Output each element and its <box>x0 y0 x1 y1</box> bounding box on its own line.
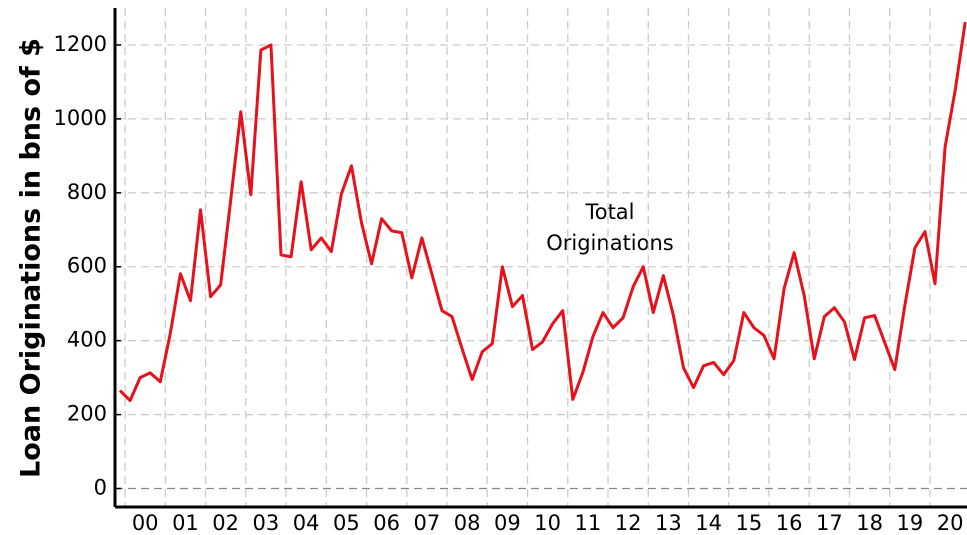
x-tick-label: 20 <box>937 511 964 535</box>
x-tick-label: 17 <box>816 511 843 535</box>
x-tick-label: 19 <box>896 511 923 535</box>
x-tick-label: 02 <box>212 511 239 535</box>
x-tick-label: 14 <box>695 511 722 535</box>
x-tick-label: 12 <box>615 511 642 535</box>
x-tick-label: 04 <box>293 511 320 535</box>
x-tick-label: 06 <box>373 511 400 535</box>
x-tick-label: 08 <box>454 511 481 535</box>
annotation: Total <box>584 200 634 224</box>
y-axis-label: Loan Originations in bns of $ <box>16 38 47 478</box>
y-tick-label: 1000 <box>54 106 107 130</box>
x-tick-label: 01 <box>172 511 199 535</box>
x-tick-label: 13 <box>655 511 682 535</box>
y-tick-label: 1200 <box>54 32 107 56</box>
y-tick-label: 0 <box>94 476 107 500</box>
x-tick-label: 09 <box>494 511 521 535</box>
x-tick-label: 16 <box>776 511 803 535</box>
x-tick-label: 11 <box>575 511 602 535</box>
y-tick-label: 800 <box>67 180 107 204</box>
annotation: Originations <box>546 231 674 255</box>
y-tick-label: 600 <box>67 254 107 278</box>
x-tick-label: 05 <box>333 511 360 535</box>
y-tick-label: 200 <box>67 402 107 426</box>
x-tick-label: 15 <box>736 511 763 535</box>
x-tick-label: 00 <box>132 511 159 535</box>
x-tick-label: 03 <box>253 511 280 535</box>
x-tick-label: 18 <box>856 511 883 535</box>
x-tick-label: 10 <box>534 511 561 535</box>
data-line <box>118 21 967 403</box>
x-tick-label: 07 <box>414 511 441 535</box>
y-tick-label: 400 <box>67 328 107 352</box>
